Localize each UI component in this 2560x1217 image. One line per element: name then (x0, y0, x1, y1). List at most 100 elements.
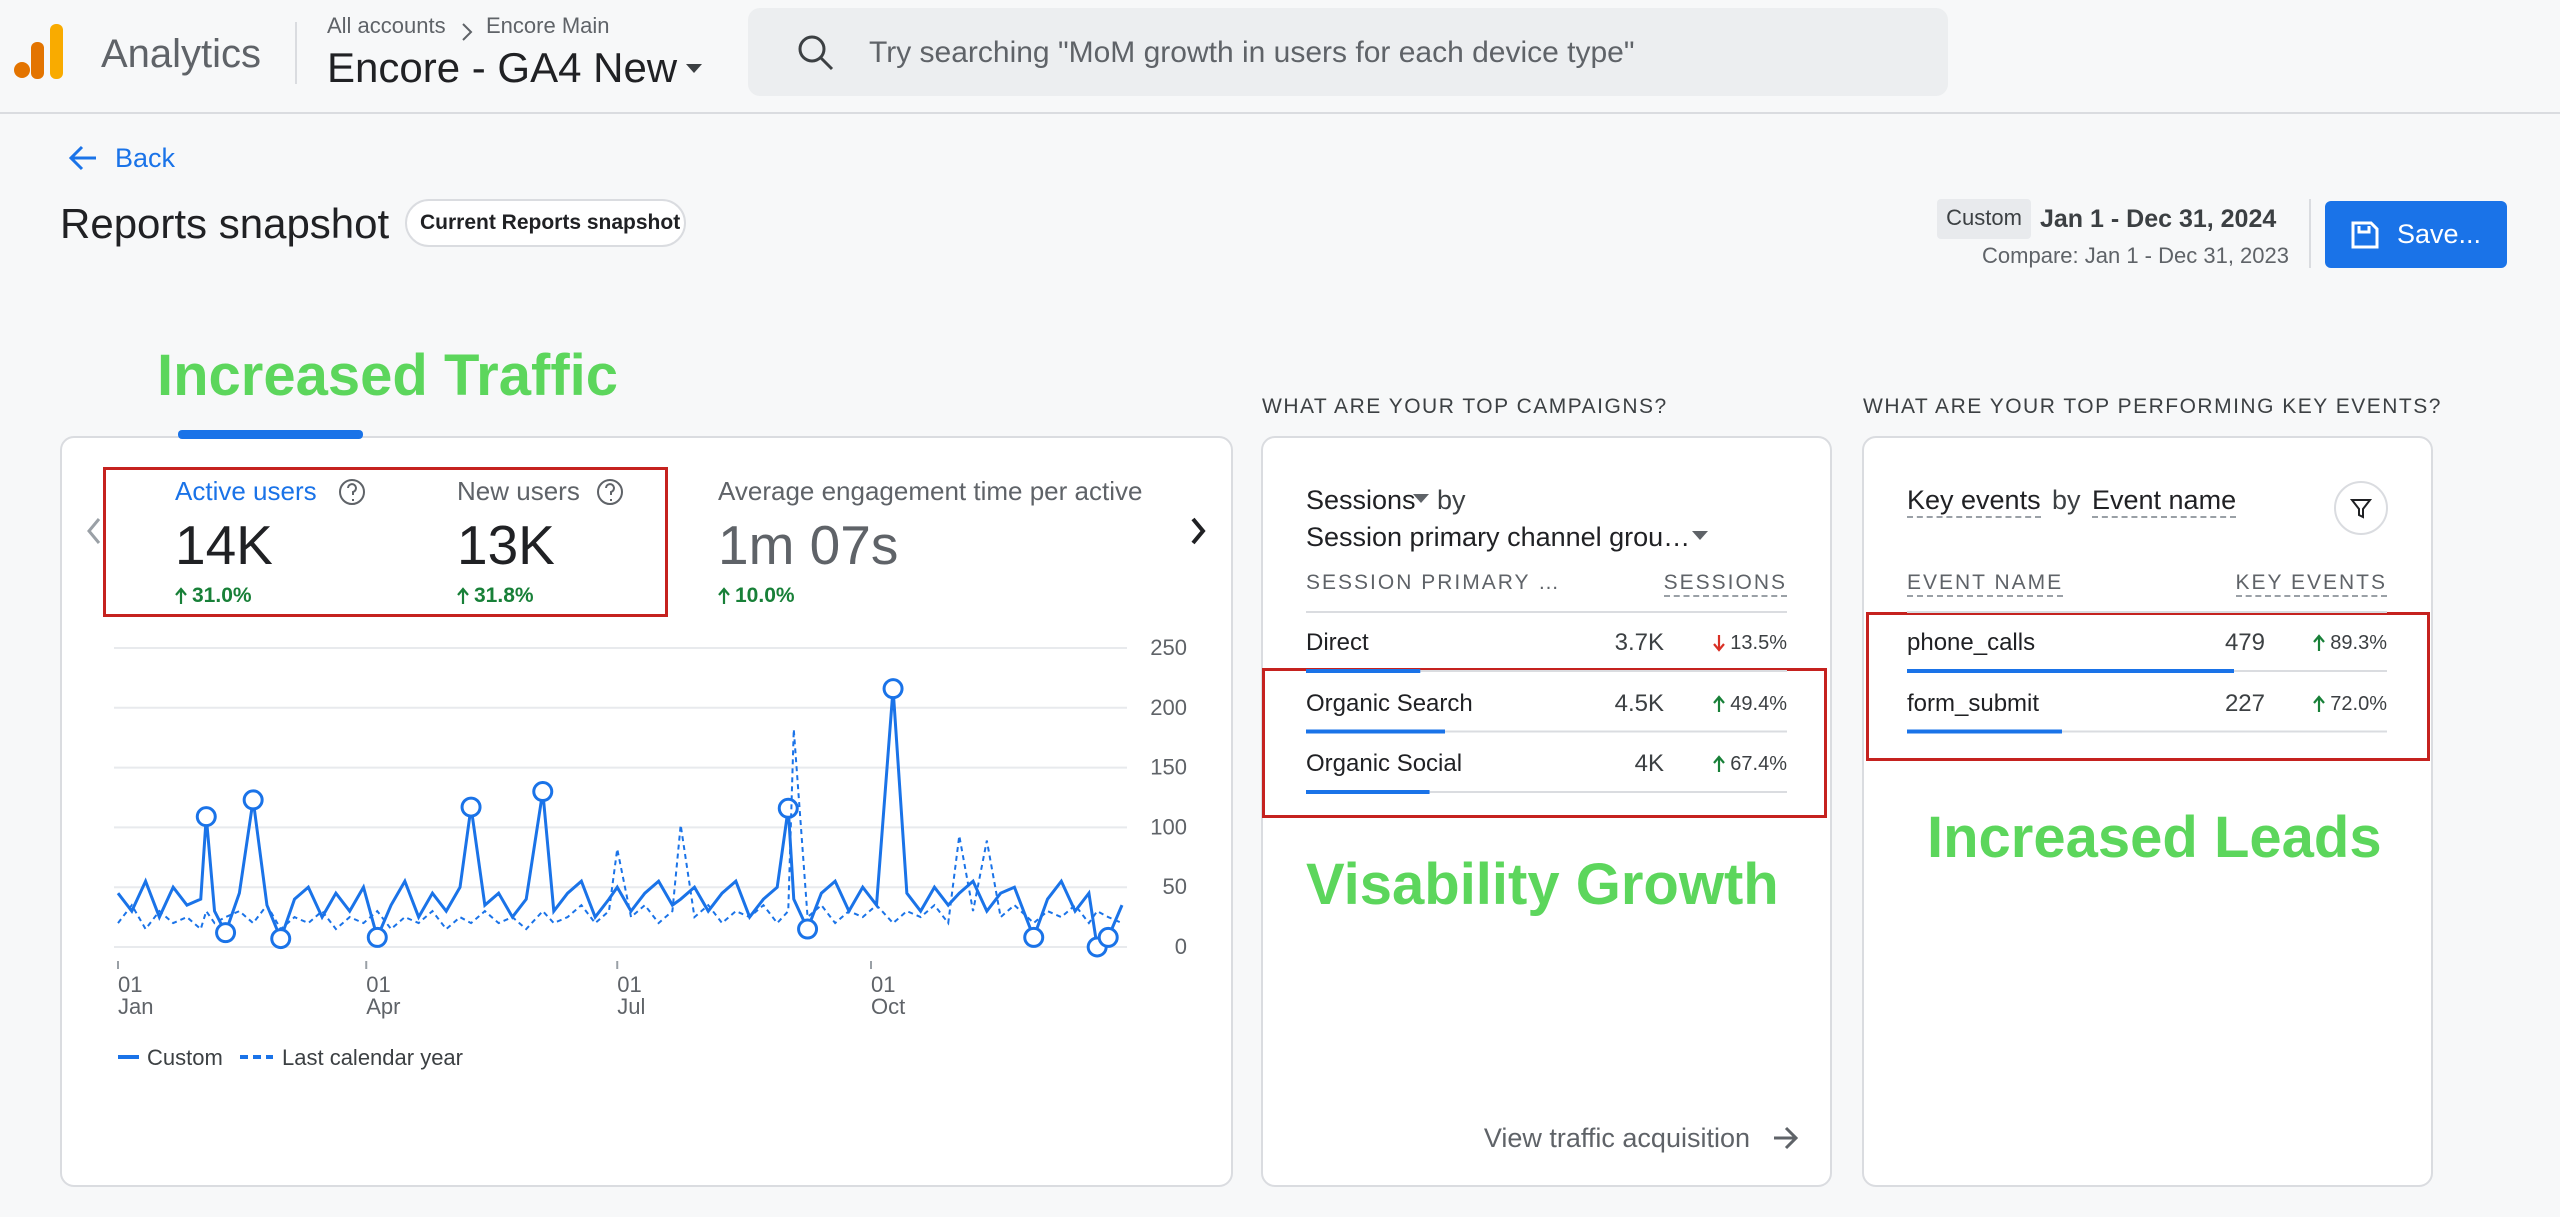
back-arrow (68, 145, 96, 171)
chip[interactable] (405, 199, 686, 247)
trend-arrow (457, 587, 469, 604)
change-value: 67.4% (1730, 753, 1787, 775)
section-heading: WHAT ARE YOUR TOP CAMPAIGNS? (1262, 395, 1668, 418)
property-name[interactable]: Encore - GA4 New (327, 44, 678, 91)
back-link[interactable]: Back (115, 143, 176, 173)
bar (1907, 729, 2062, 734)
row-name[interactable]: Organic Social (1306, 750, 1463, 777)
dropdown (686, 64, 702, 73)
dropdown (1413, 494, 1429, 503)
anomaly-marker (366, 926, 388, 948)
search-placeholder[interactable]: Try searching "MoM growth in users for e… (869, 36, 1635, 69)
help-icon (339, 479, 365, 505)
search-icon (819, 56, 834, 71)
trend-arrow (1713, 694, 1726, 712)
y-tick-label: 150 (1150, 755, 1187, 780)
change: 72.0% (2313, 692, 2387, 716)
x-tick-label: 01 Jul (617, 972, 645, 1019)
dimension-select[interactable]: Event name (2092, 484, 2237, 519)
trend-arrow (718, 587, 730, 604)
metric-value: 14K (175, 514, 273, 576)
column-header[interactable]: KEY EVENTS (2235, 570, 2387, 598)
metric-value: 1m 07s (718, 514, 899, 576)
legend-label: Custom (147, 1045, 223, 1070)
link[interactable]: View traffic acquisition (1483, 1123, 1750, 1153)
x-tick-label-part: 01 (617, 972, 641, 997)
change-value: 89.3% (2330, 632, 2387, 654)
row-name[interactable]: phone_calls (1907, 629, 2036, 656)
anomaly-marker (460, 796, 482, 818)
chevron-left (87, 518, 101, 544)
search-icon (798, 35, 826, 63)
change-value: 31.8% (474, 584, 534, 608)
bar (1306, 790, 1430, 794)
metric-label[interactable]: Average engagement time per active (718, 476, 1143, 506)
change-value: 49.4% (1730, 692, 1787, 715)
save-button[interactable] (2325, 201, 2507, 268)
save-text[interactable]: Save... (2397, 219, 2482, 249)
arrow-right (1774, 1126, 1799, 1150)
anomaly-marker (242, 789, 264, 811)
bar (1907, 669, 2234, 673)
metric-label[interactable]: Active users (175, 476, 317, 506)
by-text: by (2052, 485, 2081, 515)
date-range[interactable]: Jan 1 - Dec 31, 2024 (2040, 205, 2277, 233)
trend-arrow (1713, 694, 1726, 712)
row-name[interactable]: Organic Search (1306, 689, 1473, 717)
anomaly-marker (1023, 926, 1045, 948)
x-tick-label-part: 01 (118, 972, 142, 997)
date-chip (1937, 199, 2031, 239)
trend-arrow (175, 587, 187, 604)
change-value: 10.0% (735, 584, 795, 608)
anomaly-marker (532, 781, 554, 803)
x-tick-label-part: Oct (871, 994, 905, 1019)
card (1261, 436, 1832, 1187)
filter-button (2334, 481, 2388, 535)
row-name[interactable]: Direct (1306, 629, 1369, 656)
dropdown (1692, 531, 1708, 540)
change-value: 31.0% (192, 584, 252, 608)
anomaly-marker (195, 806, 217, 828)
dimension-select[interactable]: Session primary channel grou… (1306, 522, 1691, 552)
date-compare: Compare: Jan 1 - Dec 31, 2023 (1982, 243, 2289, 268)
y-tick-label: 50 (1163, 874, 1187, 899)
row-name[interactable]: form_submit (1907, 689, 2040, 717)
search-box[interactable] (748, 8, 1948, 96)
x-tick-label: 01 Jan (118, 972, 153, 1019)
anomaly-marker (777, 797, 799, 819)
metric-select[interactable]: Key events (1907, 484, 2041, 519)
chip-text[interactable]: Current Reports snapshot (420, 211, 681, 234)
anomaly-marker (882, 678, 904, 700)
trend-arrow (1713, 635, 1726, 652)
change: 10.0% (718, 583, 795, 608)
chevron-right (1191, 517, 1206, 545)
row-value: 4K (1634, 750, 1664, 777)
save-icon (2351, 221, 2379, 249)
metric-select[interactable]: Sessions (1306, 485, 1416, 515)
filter-icon (2349, 499, 2373, 519)
y-tick-label: 200 (1150, 695, 1187, 720)
x-tick-label: 01 Apr (366, 972, 400, 1019)
column-header[interactable]: SESSIONS (1663, 570, 1787, 598)
help-icon (605, 483, 615, 501)
trend-arrow (1713, 635, 1726, 652)
help-icon (597, 479, 623, 505)
highlight-box (1262, 668, 1827, 818)
breadcrumb[interactable]: All accounts (327, 13, 446, 38)
x-tick-label-part: Jan (118, 994, 153, 1019)
y-tick-label: 250 (1150, 635, 1187, 660)
divider (2309, 199, 2311, 268)
trend-arrow (1713, 755, 1726, 772)
annotation: Visability Growth (1306, 852, 1779, 917)
breadcrumb[interactable]: Encore Main (486, 13, 610, 38)
tab-indicator (178, 430, 363, 439)
highlight-box (103, 467, 668, 617)
column-header[interactable]: EVENT NAME (1907, 570, 2064, 598)
metric-label[interactable]: New users (457, 476, 580, 506)
logo (50, 24, 63, 79)
y-tick-label: 0 (1175, 934, 1187, 959)
trend-arrow (2313, 634, 2326, 651)
